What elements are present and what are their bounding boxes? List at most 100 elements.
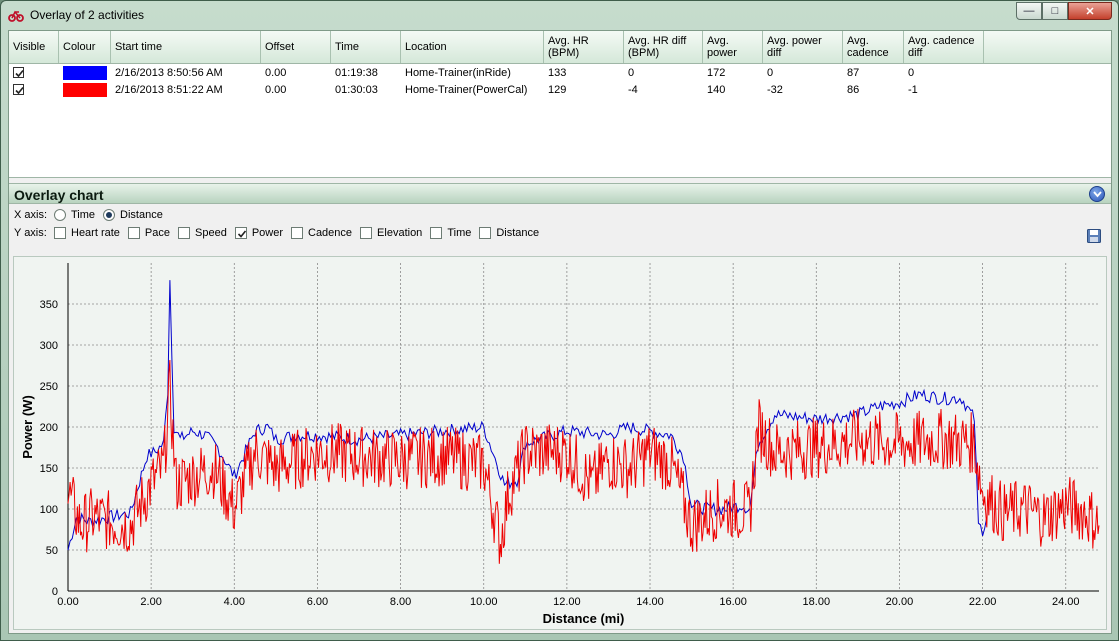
cell-location: Home-Trainer(inRide) [405,67,511,79]
column-header-avg-hr-diff[interactable]: Avg. HR diff (BPM) [624,31,703,63]
column-header-colour[interactable]: Colour [59,31,111,63]
y-elevation-checkbox[interactable] [360,227,373,239]
x-tick-label: 14.00 [636,596,664,608]
column-header-avg-power[interactable]: Avg. power [703,31,763,63]
series-line [67,280,988,551]
x-distance-label: Distance [120,209,163,221]
close-button[interactable]: ✕ [1068,2,1112,20]
cell-avg-hr: 129 [548,84,567,96]
check-icon [15,69,24,78]
y-option-heart-rate[interactable]: Heart rate [54,227,120,239]
minimize-button[interactable]: — [1016,2,1042,20]
x-tick-label: 6.00 [307,596,328,608]
x-tick-label: 24.00 [1052,596,1080,608]
check-icon [237,230,246,238]
y-tick-label: 200 [40,422,58,434]
column-header-avg-power-diff[interactable]: Avg. power diff [763,31,843,63]
column-header-avg-cadence-diff[interactable]: Avg. cadence diff [904,31,984,63]
y-distance-label: Distance [496,227,540,239]
y-axis-title: Power (W) [20,395,35,459]
x-tick-label: 8.00 [390,596,411,608]
column-header-location[interactable]: Location [401,31,544,63]
x-time-radio[interactable] [54,209,66,221]
y-pace-checkbox[interactable] [127,227,140,239]
y-time-checkbox[interactable] [430,227,443,239]
cell-offset: 0.00 [265,67,287,79]
y-cadence-checkbox[interactable] [291,227,303,239]
x-tick-label: 20.00 [886,596,914,608]
table-row[interactable]: 2/16/2013 8:51:22 AM 0.00 01:30:03 Home-… [9,82,1111,98]
maximize-button[interactable]: □ [1042,2,1068,20]
cell-offset: 0.00 [265,84,287,96]
column-header-start-time[interactable]: Start time [111,31,261,63]
collapse-icon[interactable] [1089,186,1105,202]
cell-avg-power: 140 [707,84,726,96]
y-speed-checkbox[interactable] [178,227,190,239]
y-option-cadence[interactable]: Cadence [291,227,352,239]
window-title: Overlay of 2 activities [30,8,145,22]
cell-avg-cadence-diff: 0 [908,67,915,79]
y-distance-checkbox[interactable] [479,227,492,239]
x-axis-label: X axis: [14,209,48,221]
y-tick-label: 50 [46,545,58,557]
y-time-label: Time [447,227,472,239]
column-header-visible[interactable]: Visible [9,31,59,63]
x-tick-label: 4.00 [224,596,245,608]
y-tick-label: 250 [40,381,58,393]
column-header-avg-cadence[interactable]: Avg. cadence [843,31,904,63]
x-axis-options: X axis: Time Distance [14,207,171,223]
table-row[interactable]: 2/16/2013 8:50:56 AM 0.00 01:19:38 Home-… [9,65,1111,81]
y-heart-rate-label: Heart rate [71,227,120,239]
y-tick-label: 300 [40,340,58,352]
app-icon [8,10,24,22]
overlay-chart-header: Overlay chart [9,183,1111,204]
x-distance-radio[interactable] [103,209,116,221]
check-icon [15,86,24,95]
y-tick-label: 0 [52,586,58,598]
y-axis-label: Y axis: [14,227,47,239]
cell-time: 01:30:03 [335,84,378,96]
colour-swatch[interactable] [63,66,107,80]
y-option-elevation[interactable]: Elevation [360,227,422,239]
colour-swatch[interactable] [63,83,107,97]
title-bar[interactable]: Overlay of 2 activities — □ ✕ [1,1,1118,29]
cell-avg-power-diff: 0 [767,67,774,79]
series-line [67,359,1100,564]
visible-checkbox[interactable] [13,84,24,95]
cell-avg-hr-diff: -4 [628,84,638,96]
cell-time: 01:19:38 [335,67,378,79]
x-tick-label: 12.00 [553,596,581,608]
cell-avg-power: 172 [707,67,726,79]
cell-location: Home-Trainer(PowerCal) [405,84,528,96]
minimize-icon: — [1023,5,1035,17]
save-icon[interactable] [1087,229,1101,243]
y-option-pace[interactable]: Pace [127,227,170,239]
cell-start-time: 2/16/2013 8:51:22 AM [115,84,223,96]
column-header-time[interactable]: Time [331,31,401,63]
x-option-distance[interactable]: Distance [103,209,163,221]
power-chart[interactable]: 0.00 2.00 4.00 6.00 8.00 10.00 12.00 14.00 16.00… [14,257,1106,629]
maximize-icon: □ [1051,5,1059,17]
visible-checkbox[interactable] [13,67,24,78]
y-option-power[interactable]: Power [234,227,283,239]
y-axis-options: Y axis: Heart rate Pace Speed Power Cade… [14,225,547,241]
y-power-label: Power [251,227,283,239]
y-tick-label: 100 [40,504,58,516]
x-axis-title: Distance (mi) [543,611,625,626]
x-option-time[interactable]: Time [54,209,95,221]
x-tick-label: 22.00 [969,596,997,608]
column-header-avg-hr[interactable]: Avg. HR (BPM) [544,31,624,63]
y-option-speed[interactable]: Speed [178,227,227,239]
y-heart-rate-checkbox[interactable] [54,227,66,239]
grid-header: Visible Colour Start time Offset Time Lo… [9,31,1111,64]
y-power-checkbox[interactable] [234,227,247,239]
y-option-distance[interactable]: Distance [479,227,539,239]
x-tick-label: 18.00 [803,596,831,608]
activities-grid: Visible Colour Start time Offset Time Lo… [9,31,1111,178]
column-header-offset[interactable]: Offset [261,31,331,63]
y-elevation-label: Elevation [377,227,423,239]
chart-area[interactable]: 0.00 2.00 4.00 6.00 8.00 10.00 12.00 14.00 16.00… [13,256,1107,630]
y-option-time[interactable]: Time [430,227,471,239]
x-time-label: Time [71,209,96,221]
